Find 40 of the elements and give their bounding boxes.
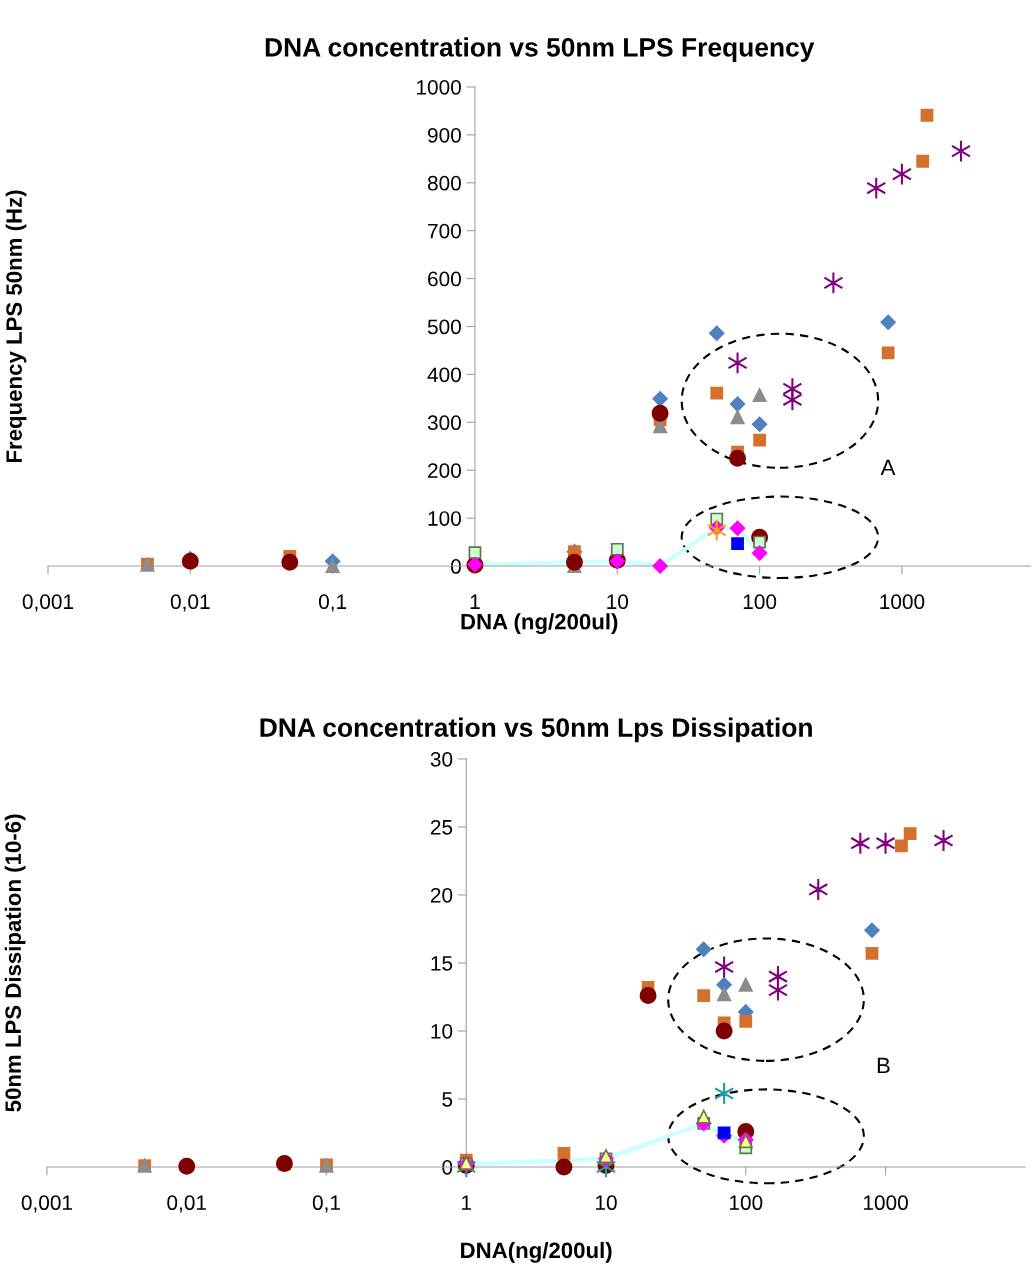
- y-tick-label: 400: [427, 367, 461, 383]
- y-tick-label: 5: [442, 1092, 453, 1107]
- x-tick-label: 1000: [880, 594, 925, 610]
- chart-title: DNA concentration vs 50nm Lps Dissipation: [260, 717, 812, 743]
- y-tick-label: 100: [428, 511, 461, 526]
- x-tick-label: 10: [596, 1195, 617, 1211]
- y-tick-label: 10: [431, 1023, 453, 1039]
- y-tick-label: 600: [428, 271, 461, 287]
- annotation: A: [880, 459, 896, 476]
- x-tick-label: 100: [743, 594, 777, 610]
- y-tick-label: 200: [428, 463, 461, 478]
- x-tick-label: 1: [462, 1195, 472, 1210]
- y-tick-label: 800: [427, 175, 461, 191]
- y-tick-label: 20: [430, 887, 453, 903]
- x-tick-label: 0,1: [318, 594, 347, 612]
- y-tick-label: 0: [450, 559, 461, 574]
- y-tick-label: 900: [427, 127, 461, 143]
- y-tick-label: 15: [431, 956, 453, 971]
- x-tick-label: 0,001: [22, 594, 74, 612]
- x-tick-label: 100: [729, 1195, 763, 1211]
- y-tick-label: 25: [430, 819, 453, 835]
- x-tick-label: 0,001: [21, 1195, 73, 1213]
- annotation: B: [877, 1057, 890, 1074]
- x-tick-label: 0,01: [167, 1195, 206, 1213]
- x-tick-label: 0,01: [170, 594, 210, 612]
- y-axis-title: Frequency LPS 50nm (Hz): [5, 190, 27, 463]
- y-tick-label: 300: [427, 415, 461, 431]
- chart-title: DNA concentration vs 50nm LPS Frequency: [265, 37, 815, 62]
- x-axis-title: DNA(ng/200ul): [461, 1241, 612, 1263]
- y-tick-label: 30: [430, 751, 453, 767]
- y-tick-label: 1000: [417, 79, 461, 95]
- y-tick-label: 700: [428, 223, 461, 239]
- y-tick-label: 500: [427, 319, 461, 335]
- x-tick-label: 1: [470, 594, 480, 609]
- y-tick-label: 0: [442, 1159, 453, 1175]
- x-tick-label: 0,1: [312, 1195, 340, 1213]
- x-axis-title: DNA (ng/200ul): [461, 613, 618, 635]
- x-tick-label: 1000: [863, 1195, 908, 1211]
- y-axis-title: 50nm LPS Dissipation (10-6): [4, 814, 26, 1112]
- x-tick-label: 10: [607, 594, 629, 610]
